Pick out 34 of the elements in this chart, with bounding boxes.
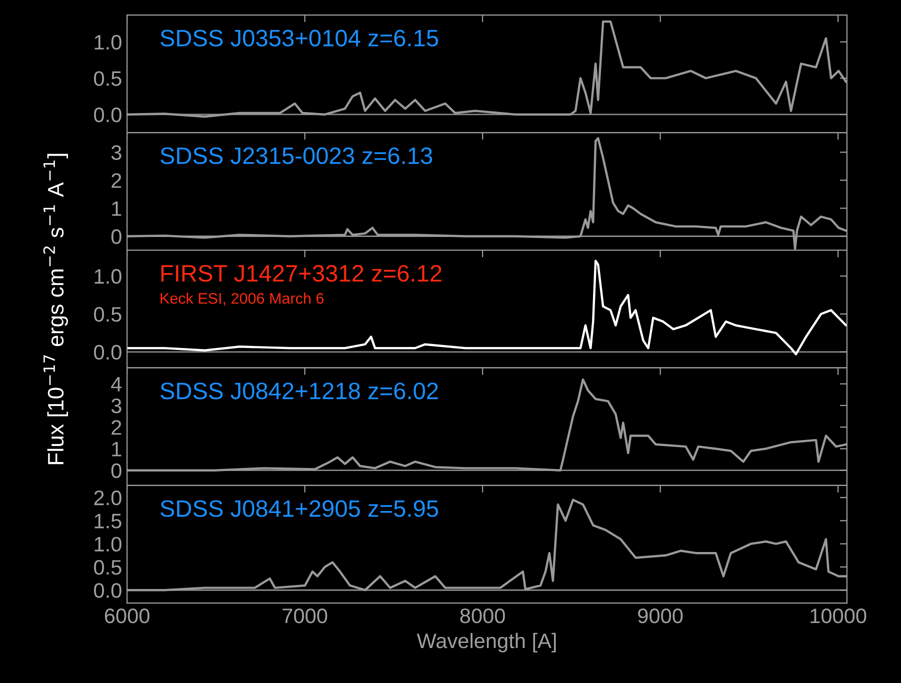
y-tick-label: 3 <box>111 145 122 160</box>
y-tick-label: 0.0 <box>94 344 122 360</box>
annotation: SDSS J0842+1218 z=6.02 <box>160 382 438 400</box>
y-tick-label: 2 <box>112 173 122 188</box>
x-tick-label: 8000 <box>460 608 505 624</box>
y-tick-label: 1.0 <box>94 269 122 284</box>
y-tick-label: 0.5 <box>94 306 122 322</box>
annotation: Keck ESI, 2006 March 6 <box>160 292 324 306</box>
annotation: SDSS J0353+0104 z=6.15 <box>160 30 438 46</box>
y-tick-label: 4 <box>111 377 122 392</box>
y-tick-label: 0 <box>111 463 122 478</box>
y-tick-label: 1 <box>112 201 122 216</box>
y-tick-label: 1 <box>112 442 122 456</box>
x-tick-label: 6000 <box>104 608 150 624</box>
x-tick-label: 9000 <box>638 608 683 624</box>
x-tick-label: 7000 <box>282 608 328 624</box>
x-axis-title: Wavelength [A] <box>416 632 556 652</box>
y-tick-label: 0.0 <box>94 107 122 122</box>
y-tick-label: 0 <box>111 229 122 244</box>
y-tick-label: 1.0 <box>94 536 122 552</box>
annotation: SDSS J0841+2905 z=5.95 <box>160 500 438 517</box>
annotation: FIRST J1427+3312 z=6.12 <box>161 264 442 282</box>
annotation: SDSS J2315-0023 z=6.13 <box>160 147 432 164</box>
y-tick-label: 1.0 <box>94 34 122 50</box>
y-tick-label: 2 <box>112 420 122 435</box>
y-tick-label: 0.5 <box>94 560 122 575</box>
y-tick-label: 0.0 <box>94 583 122 598</box>
x-tick-label: 10000 <box>810 608 866 624</box>
text: Flux [10$^{−17}$ ergs cm$^{−2}$ s$^{−1}$ A$^{−1}$] <box>43 154 68 464</box>
y-tick-label: 3 <box>111 398 122 414</box>
y-tick-label: 0.5 <box>94 71 122 86</box>
line-series <box>127 260 847 356</box>
y-tick-label: 1.5 <box>94 514 122 528</box>
y-tick-label: 2.0 <box>94 490 122 506</box>
